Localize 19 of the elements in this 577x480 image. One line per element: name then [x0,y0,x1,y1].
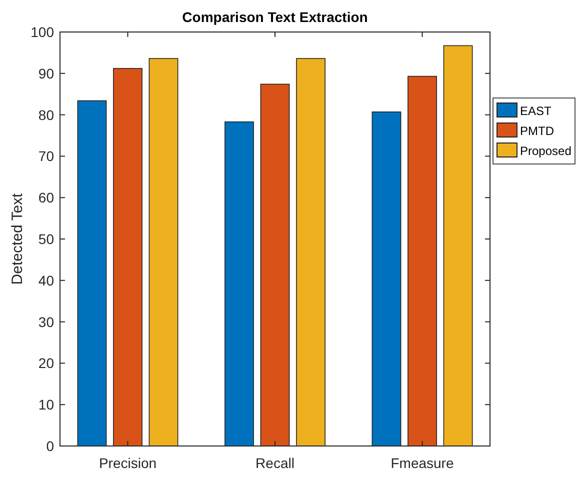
x-tick-label: Recall [256,455,294,471]
y-tick-label: 0 [46,438,54,454]
y-tick-label: 70 [38,148,54,164]
y-tick-label: 80 [38,106,54,123]
y-axis-title: Detected Text [9,192,26,285]
legend-label: EAST [520,104,552,118]
legend-label: PMTD [520,124,554,138]
x-tick-label: Precision [98,455,157,471]
chart-title: Comparison Text Extraction [182,9,368,25]
y-tick-label: 20 [38,355,54,372]
y-tick-label: 100 [30,24,54,40]
y-tick-label: 60 [38,190,54,206]
y-tick-label: 10 [38,396,54,413]
y-tick-label: 50 [38,231,54,247]
x-tick-label: Fmeasure [390,455,454,471]
y-tick-label: 30 [38,314,54,330]
y-tick-label: 90 [38,65,54,82]
y-tick-label: 40 [38,272,54,288]
legend-label: Proposed [520,144,572,158]
